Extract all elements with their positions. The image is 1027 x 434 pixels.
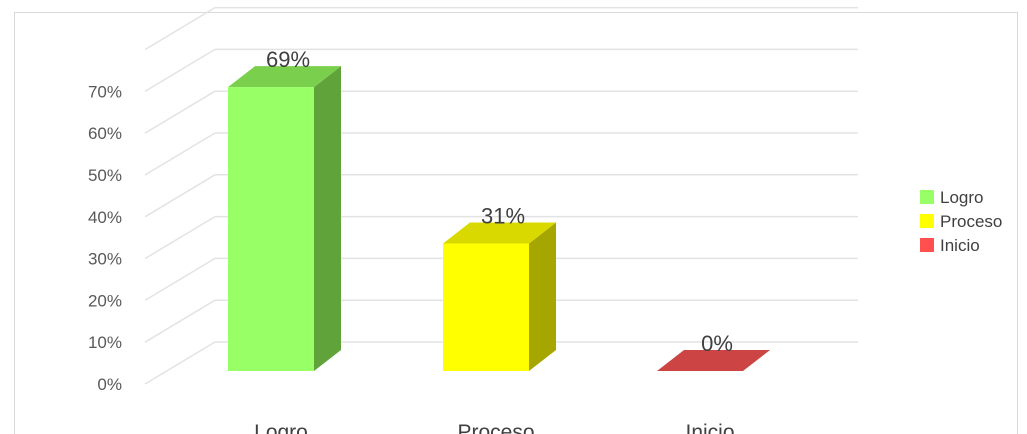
gridline-diagonal — [144, 132, 216, 176]
y-tick-label: 40% — [88, 208, 122, 227]
bars — [228, 66, 770, 371]
legend-label: Logro — [940, 188, 983, 207]
bar-inicio — [657, 350, 770, 371]
y-tick-label: 50% — [88, 166, 122, 185]
y-tick-label: 0% — [97, 375, 122, 394]
data-label: 0% — [701, 331, 733, 356]
legend-swatch — [920, 238, 934, 252]
bar-front — [443, 243, 529, 371]
x-tick-label: Inicio — [685, 421, 734, 434]
y-tick-label: 10% — [88, 333, 122, 352]
legend-swatch — [920, 214, 934, 228]
gridline-diagonal — [144, 90, 216, 134]
bar-side — [529, 222, 556, 371]
gridline-diagonal — [144, 299, 216, 343]
legend-item: Inicio — [920, 236, 980, 255]
y-tick-label: 60% — [88, 124, 122, 143]
gridline-diagonal — [144, 257, 216, 302]
x-tick-label: Logro — [254, 421, 308, 434]
x-tick-label: Proceso — [457, 421, 534, 434]
bar-proceso — [443, 222, 556, 371]
bar-side — [314, 66, 341, 371]
legend-swatch — [920, 190, 934, 204]
legend-item: Proceso — [920, 212, 1002, 231]
bar-logro — [228, 66, 341, 371]
category-labels: Logro Proceso Inicio — [254, 421, 734, 434]
data-labels: 69% 31% 0% — [266, 47, 733, 356]
gridline-diagonal — [144, 215, 216, 260]
y-tick-label: 30% — [88, 250, 122, 269]
legend-label: Inicio — [940, 236, 980, 255]
gridline-diagonal — [144, 48, 216, 93]
bar-top — [443, 222, 556, 244]
bar-top — [657, 350, 770, 371]
gridline-diagonal — [144, 341, 216, 385]
y-axis-ticks: 0% 10% 20% 30% 40% 50% 60% 70% — [88, 82, 122, 394]
bar-top — [228, 66, 341, 88]
y-tick-label: 20% — [88, 291, 122, 310]
legend-item: Logro — [920, 188, 983, 207]
y-tick-label: 70% — [88, 82, 122, 101]
legend: Logro Proceso Inicio — [920, 188, 1002, 255]
legend-label: Proceso — [940, 212, 1002, 231]
bar-front — [228, 87, 314, 371]
data-label: 69% — [266, 47, 310, 72]
gridline-diagonal — [144, 6, 216, 51]
data-label: 31% — [481, 203, 525, 228]
gridline-diagonal — [144, 174, 216, 218]
